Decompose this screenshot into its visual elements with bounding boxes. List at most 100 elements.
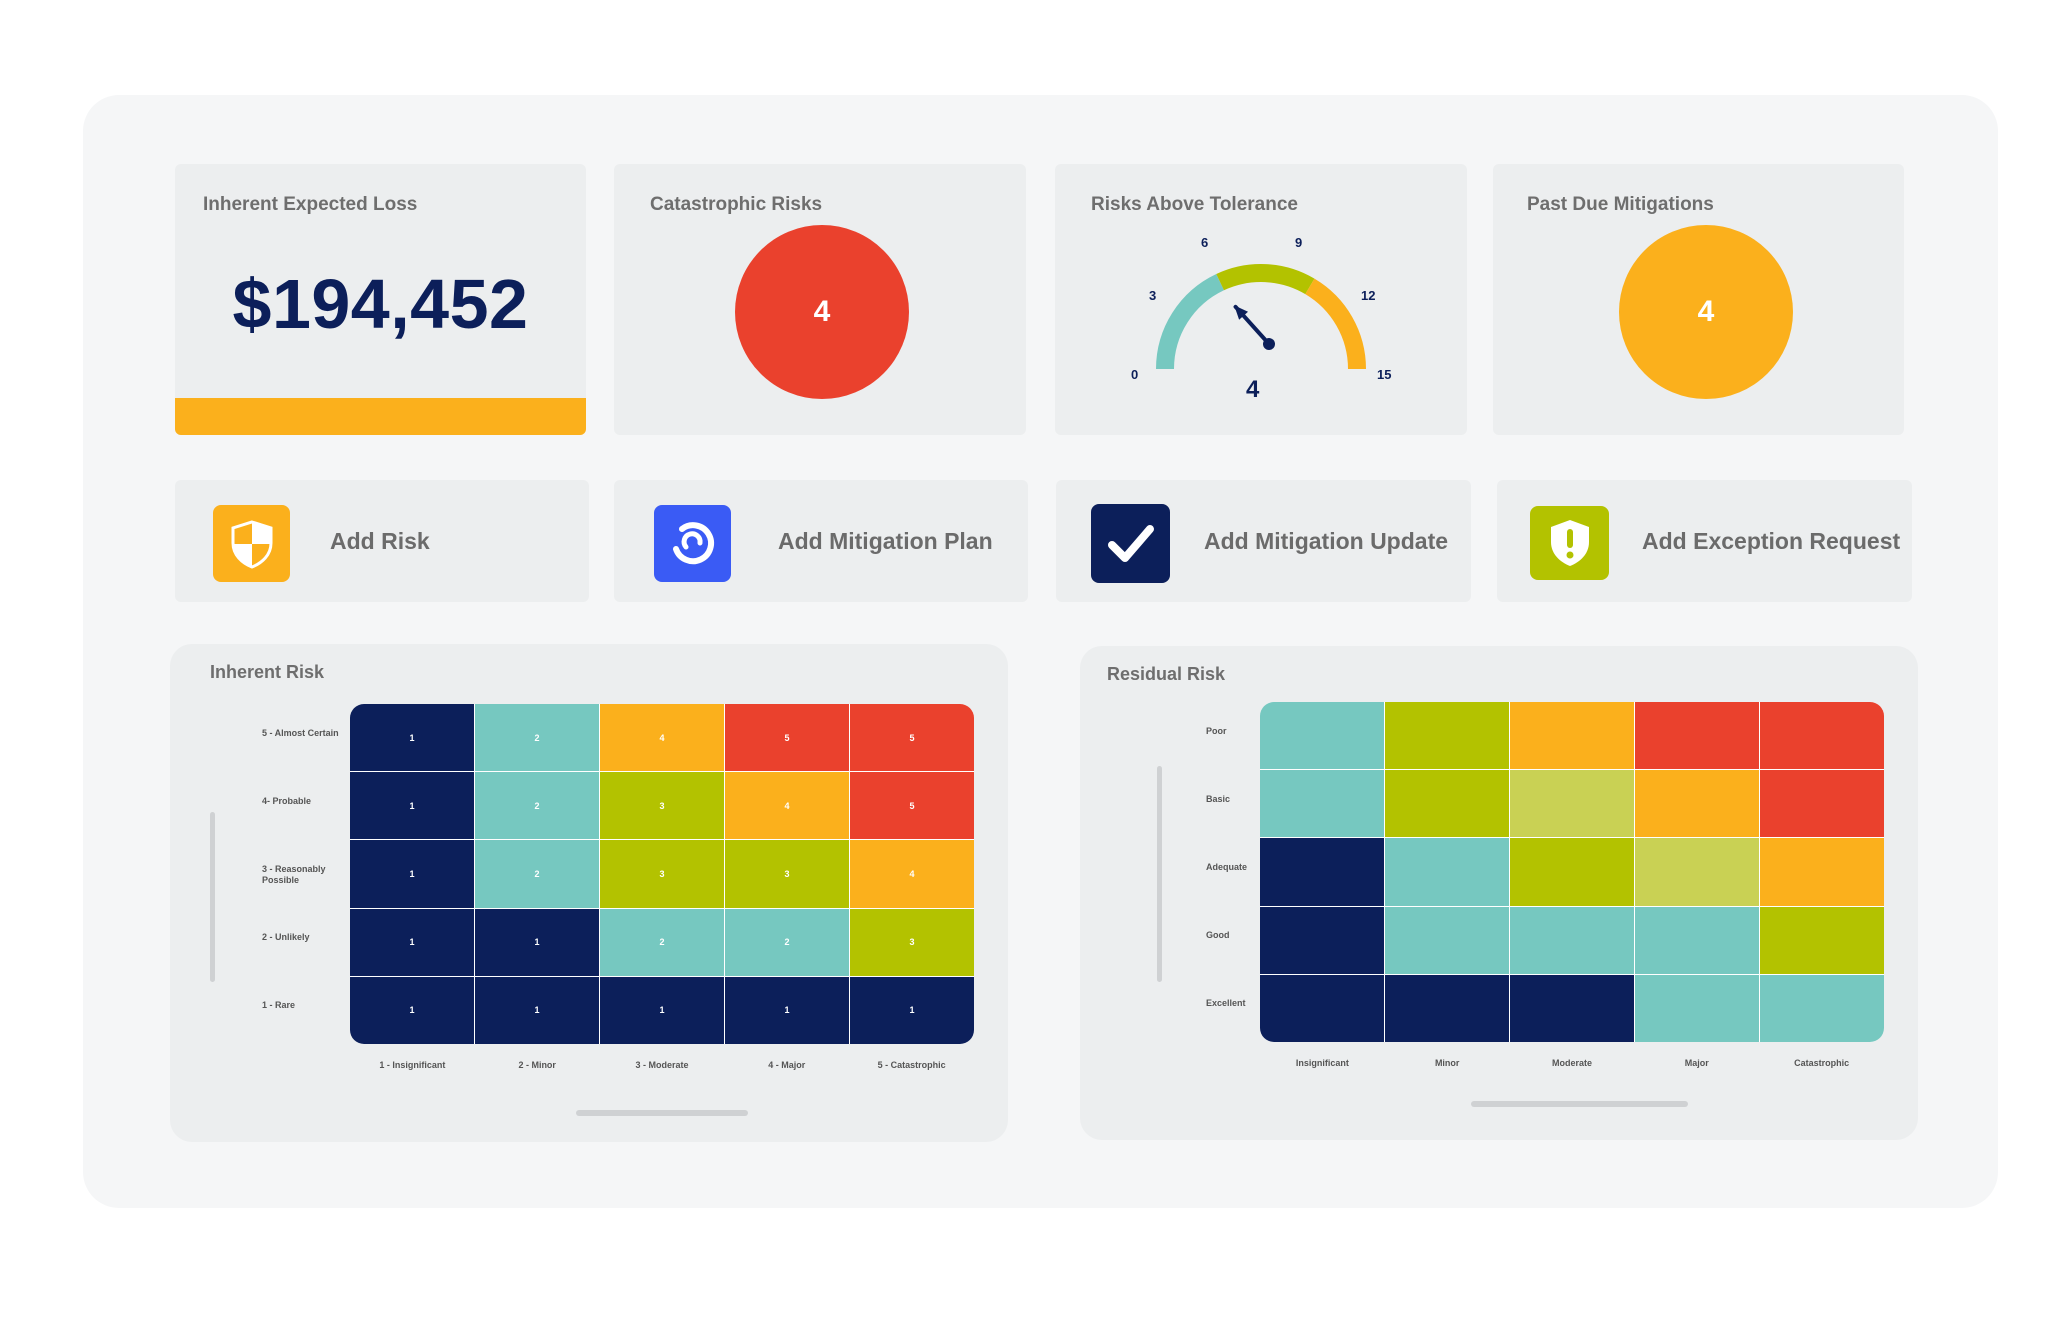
matrix-cell[interactable] [1635, 974, 1759, 1042]
matrix-cell[interactable] [1760, 906, 1884, 974]
past-due-value: 4 [1697, 295, 1715, 328]
gauge-tick-3: 3 [1149, 288, 1157, 303]
matrix-cell[interactable]: 4 [850, 840, 974, 908]
inherent-expected-loss-card: Inherent Expected Loss $194,452 [175, 164, 586, 435]
matrix-cell[interactable] [1760, 770, 1884, 838]
inherent-risk-panel: Inherent Risk 5 - Almost Certain 4- Proba… [170, 644, 1008, 1142]
vertical-scrollbar[interactable] [210, 812, 215, 982]
gauge-needle-head [1234, 305, 1249, 320]
matrix-cell[interactable]: 1 [350, 976, 474, 1044]
matrix-cell[interactable] [1510, 974, 1634, 1042]
matrix-cell[interactable] [1260, 702, 1384, 770]
shield-exclamation-icon [1530, 506, 1609, 580]
gauge-value: 4 [1246, 376, 1260, 403]
gauge-tick-0: 0 [1131, 367, 1139, 382]
row-label: Poor [1206, 726, 1227, 736]
add-mitigation-update-button[interactable]: Add Mitigation Update [1056, 480, 1471, 602]
accent-bar [175, 398, 586, 435]
matrix-cell[interactable]: 2 [600, 908, 724, 976]
row-label: 4- Probable [262, 796, 312, 806]
column-label: Moderate [1551, 1058, 1592, 1068]
matrix-cell[interactable]: 3 [600, 772, 724, 840]
matrix-cell[interactable] [1510, 770, 1634, 838]
matrix-cell[interactable]: 1 [600, 976, 724, 1044]
matrix-cell[interactable] [1385, 974, 1509, 1042]
gauge-band-low [1156, 273, 1225, 370]
catastrophic-risks-value: 4 [813, 295, 831, 328]
matrix-cell[interactable]: 2 [475, 772, 599, 840]
matrix-cell[interactable]: 1 [475, 976, 599, 1044]
row-label: 2 - Unlikely [262, 932, 310, 942]
column-label: Insignificant [1295, 1058, 1349, 1068]
gauge-tick-15: 15 [1377, 367, 1392, 382]
matrix-cell[interactable]: 1 [350, 704, 474, 772]
row-label: Good [1206, 930, 1230, 940]
horizontal-scrollbar[interactable] [576, 1110, 748, 1116]
expected-loss-value: $194,452 [232, 265, 529, 343]
row-label: Excellent [1206, 998, 1246, 1008]
matrix-cell[interactable] [1510, 838, 1634, 906]
matrix-cell[interactable]: 1 [850, 976, 974, 1044]
matrix-cell[interactable] [1260, 838, 1384, 906]
gauge-band-mid [1216, 264, 1315, 295]
vertical-scrollbar[interactable] [1157, 766, 1162, 982]
matrix-cell[interactable] [1760, 974, 1884, 1042]
matrix-cell[interactable]: 1 [475, 908, 599, 976]
matrix-cell[interactable] [1385, 838, 1509, 906]
matrix-cell[interactable] [1510, 702, 1634, 770]
column-label: Minor [1434, 1058, 1460, 1068]
shield-checker-icon [213, 505, 290, 582]
matrix-cell[interactable] [1635, 906, 1759, 974]
add-mitigation-update-label: Add Mitigation Update [1204, 528, 1449, 554]
gauge-band-high [1305, 278, 1366, 370]
row-label: 3 - Reasonably Possible [262, 864, 326, 885]
matrix-cell[interactable]: 2 [475, 840, 599, 908]
add-mitigation-plan-button[interactable]: Add Mitigation Plan [614, 480, 1028, 602]
matrix-cell[interactable] [1260, 906, 1384, 974]
matrix-cell[interactable]: 1 [350, 908, 474, 976]
matrix-cell[interactable] [1635, 838, 1759, 906]
column-label: 5 - Catastrophic [877, 1060, 946, 1070]
card-title: Catastrophic Risks [650, 194, 823, 215]
gauge-tick-6: 6 [1201, 235, 1209, 250]
catastrophic-risks-circle: 4 [735, 225, 909, 399]
column-label: 1 - Insignificant [379, 1060, 446, 1070]
matrix-cell[interactable]: 3 [600, 840, 724, 908]
matrix-cell[interactable] [1760, 702, 1884, 770]
matrix-cell[interactable] [1635, 770, 1759, 838]
matrix-cell[interactable]: 5 [850, 772, 974, 840]
column-label: Major [1684, 1058, 1709, 1068]
gauge-tick-12: 12 [1361, 288, 1376, 303]
matrix-cell[interactable]: 2 [475, 704, 599, 772]
matrix-cell[interactable]: 1 [350, 772, 474, 840]
checkmark-icon [1091, 504, 1170, 583]
matrix-cell[interactable]: 4 [725, 772, 849, 840]
add-exception-request-button[interactable]: Add Exception Request [1497, 480, 1912, 602]
column-label: 3 - Moderate [635, 1060, 689, 1070]
matrix-cell[interactable] [1760, 838, 1884, 906]
matrix-cell[interactable]: 4 [600, 704, 724, 772]
matrix-cell[interactable] [1635, 702, 1759, 770]
matrix-cell[interactable]: 5 [725, 704, 849, 772]
row-label: 5 - Almost Certain [262, 728, 339, 738]
matrix-cell[interactable] [1385, 770, 1509, 838]
matrix-cell[interactable]: 2 [725, 908, 849, 976]
matrix-cell[interactable]: 3 [725, 840, 849, 908]
matrix-cell[interactable]: 1 [725, 976, 849, 1044]
matrix-cell[interactable] [1385, 702, 1509, 770]
add-risk-button[interactable]: Add Risk [175, 480, 589, 602]
matrix-cell[interactable]: 5 [850, 704, 974, 772]
matrix-cell[interactable]: 3 [850, 908, 974, 976]
column-label: 4 - Major [768, 1060, 806, 1070]
horizontal-scrollbar[interactable] [1471, 1101, 1688, 1107]
matrix-cell[interactable] [1510, 906, 1634, 974]
past-due-circle: 4 [1619, 225, 1793, 399]
matrix-cell[interactable] [1260, 974, 1384, 1042]
panel-title: Inherent Risk [210, 662, 325, 682]
matrix-cell[interactable] [1260, 770, 1384, 838]
matrix-cell[interactable] [1385, 906, 1509, 974]
matrix-cell[interactable]: 1 [350, 840, 474, 908]
risks-above-tolerance-card: Risks Above Tolerance 0 3 6 9 12 15 4 [1055, 164, 1467, 435]
past-due-mitigations-card: Past Due Mitigations 4 [1493, 164, 1904, 435]
